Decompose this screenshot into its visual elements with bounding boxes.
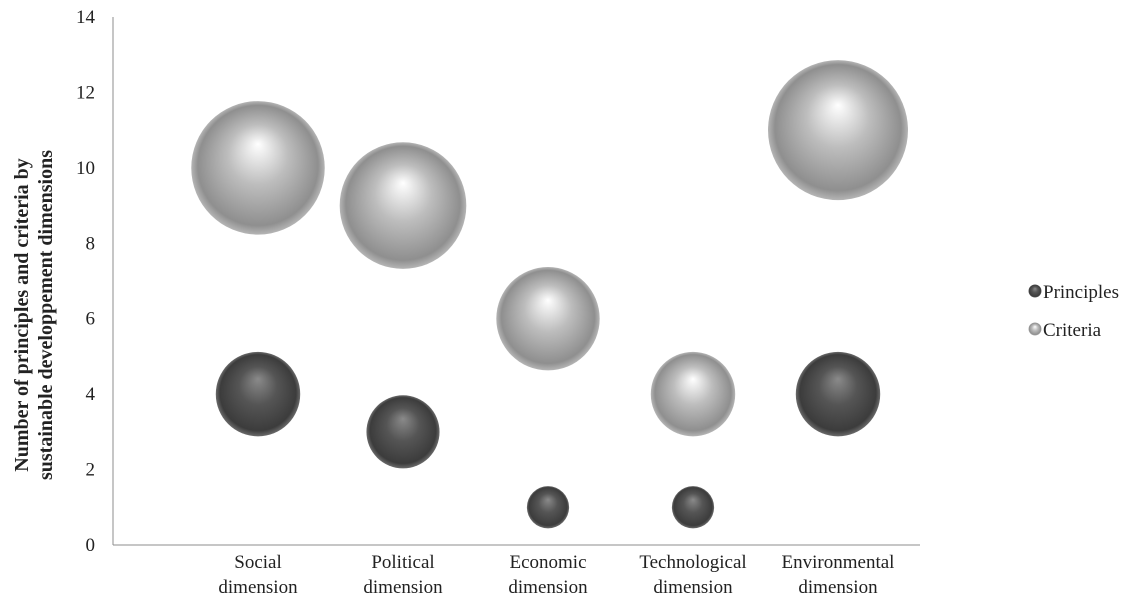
legend-label-criteria: Criteria [1043,320,1102,341]
y-axis-title: Number of principles and criteria by sust… [11,150,57,480]
y-tick-label: 6 [86,309,96,330]
x-axis: Social dimension Political dimension Economi… [113,544,920,598]
legend-marker-principles [1028,284,1042,298]
bubble-criteria [496,267,600,371]
x-category-label: dimension [363,577,443,598]
series-principles [215,351,881,529]
legend: Principles Criteria [1028,282,1119,341]
bubble-principles [215,351,301,437]
y-axis-label: Number of principles and criteria by [11,158,33,472]
y-tick-label: 0 [86,535,96,556]
x-category-label: dimension [653,577,733,598]
y-tick-label: 2 [86,460,96,481]
bubble-criteria [339,142,467,269]
y-tick-label: 10 [76,158,95,179]
y-tick-label: 8 [86,233,96,254]
bubble-principles [795,351,881,437]
legend-label-principles: Principles [1043,282,1119,303]
series-criteria [191,60,908,437]
x-category-label: dimension [798,577,878,598]
y-axis: 0 2 4 6 8 10 12 14 [76,7,114,556]
legend-marker-criteria [1028,322,1042,336]
y-axis-label: sustainable developpement dimensions [35,150,57,480]
bubble-criteria [650,351,736,437]
x-category-label: Environmental [782,552,895,573]
y-tick-label: 12 [76,82,95,103]
x-category-label: dimension [508,577,588,598]
bubble-principles [526,486,570,529]
x-category-label: dimension [218,577,298,598]
bubble-criteria [768,60,908,201]
y-tick-label: 4 [86,384,96,405]
y-tick-label: 14 [76,7,96,28]
x-category-label: Political [371,552,434,573]
x-category-label: Technological [639,552,746,573]
bubble-principles [366,395,440,469]
x-category-label: Economic [509,552,586,573]
bubble-layer [191,60,908,529]
bubble-criteria [191,101,325,235]
bubble-principles [671,486,715,529]
x-category-label: Social [234,552,282,573]
